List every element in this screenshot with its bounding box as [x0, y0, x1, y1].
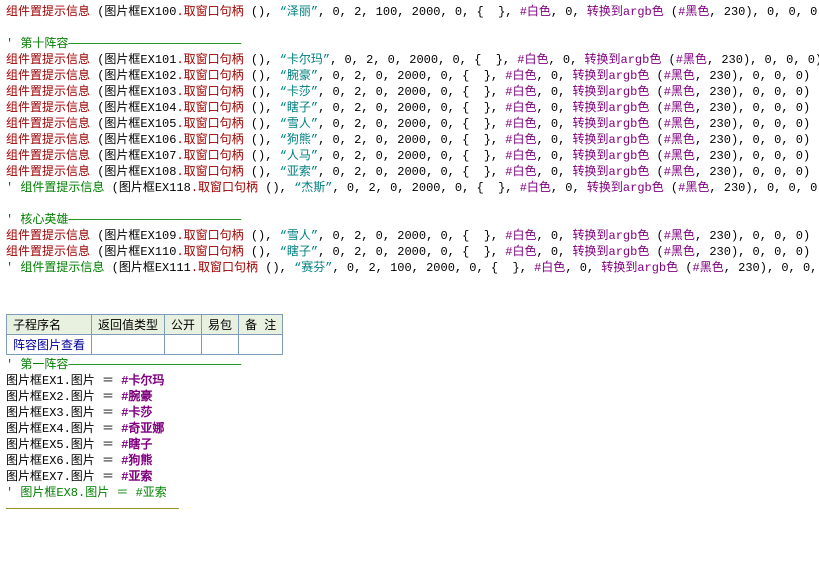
string-literal: “赛芬”: [294, 261, 332, 275]
code-line: 组件置提示信息 (图片框EX102.取窗口句柄 (), “腕豪”, 0, 2, …: [6, 68, 813, 84]
code-line: 组件置提示信息 (图片框EX103.取窗口句柄 (), “卡莎”, 0, 2, …: [6, 84, 813, 100]
string-literal: “瞎子”: [280, 245, 318, 259]
code-line: 组件置提示信息 (图片框EX108.取窗口句柄 (), “亚索”, 0, 2, …: [6, 164, 813, 180]
fn-name: 组件置提示信息: [6, 53, 90, 67]
fn-name: 组件置提示信息: [20, 181, 104, 195]
col-name: 子程序名: [7, 315, 92, 335]
sub-name: 阵容图片查看: [7, 335, 92, 355]
fn-name: 组件置提示信息: [6, 5, 90, 19]
code-line: 组件置提示信息 (图片框EX105.取窗口句柄 (), “雪人”, 0, 2, …: [6, 116, 813, 132]
section-heading: ' 第十阵容────────────────────────: [6, 36, 813, 52]
string-literal: “卡尔玛”: [280, 53, 330, 67]
col-remark: 备 注: [239, 315, 283, 335]
fn-name: 组件置提示信息: [6, 133, 90, 147]
assign-line: 图片框EX3.图片 ＝ #卡莎: [6, 405, 813, 421]
code-line: 组件置提示信息 (图片框EX101.取窗口句柄 (), “卡尔玛”, 0, 2,…: [6, 52, 813, 68]
code-line: 组件置提示信息 (图片框EX110.取窗口句柄 (), “瞎子”, 0, 2, …: [6, 244, 813, 260]
fn-name: 组件置提示信息: [6, 229, 90, 243]
section-heading: ' 核心英雄────────────────────────: [6, 212, 813, 228]
assign-line: 图片框EX5.图片 ＝ #瞎子: [6, 437, 813, 453]
code-line: 组件置提示信息 (图片框EX104.取窗口句柄 (), “瞎子”, 0, 2, …: [6, 100, 813, 116]
section-heading: ' 第一阵容────────────────────────: [6, 357, 813, 373]
string-literal: “狗熊”: [280, 133, 318, 147]
assign-line: 图片框EX1.图片 ＝ #卡尔玛: [6, 373, 813, 389]
string-literal: “人马”: [280, 149, 318, 163]
string-literal: “雪人”: [280, 229, 318, 243]
string-literal: “雪人”: [280, 117, 318, 131]
col-pkg: 易包: [202, 315, 239, 335]
code-line: 组件置提示信息 (图片框EX109.取窗口句柄 (), “雪人”, 0, 2, …: [6, 228, 813, 244]
code-line: 组件置提示信息 (图片框EX107.取窗口句柄 (), “人马”, 0, 2, …: [6, 148, 813, 164]
string-literal: “亚索”: [280, 165, 318, 179]
string-literal: “杰斯”: [294, 181, 332, 195]
code-line: ' 组件置提示信息 (图片框EX111.取窗口句柄 (), “赛芬”, 0, 2…: [6, 260, 813, 276]
fn-name: 组件置提示信息: [6, 117, 90, 131]
assign-line: 图片框EX2.图片 ＝ #腕豪: [6, 389, 813, 405]
string-literal: “卡莎”: [280, 85, 318, 99]
code-line: ' 组件置提示信息 (图片框EX118.取窗口句柄 (), “杰斯”, 0, 2…: [6, 180, 813, 196]
subroutine-table: 子程序名 返回值类型 公开 易包 备 注 阵容图片查看: [6, 314, 283, 355]
col-rettype: 返回值类型: [92, 315, 165, 335]
string-literal: “腕豪”: [280, 69, 318, 83]
separator: ────────────────────────: [6, 501, 813, 517]
assign-line: 图片框EX4.图片 ＝ #奇亚娜: [6, 421, 813, 437]
assign-line: 图片框EX6.图片 ＝ #狗熊: [6, 453, 813, 469]
fn-name: 组件置提示信息: [6, 69, 90, 83]
fn-name: 组件置提示信息: [6, 149, 90, 163]
fn-name: 组件置提示信息: [6, 245, 90, 259]
fn-name: 组件置提示信息: [6, 85, 90, 99]
col-public: 公开: [165, 315, 202, 335]
fn-name: 组件置提示信息: [6, 101, 90, 115]
fn-name: 组件置提示信息: [20, 261, 104, 275]
code-line: 组件置提示信息 (图片框EX106.取窗口句柄 (), “狗熊”, 0, 2, …: [6, 132, 813, 148]
string-literal: “泽丽”: [280, 5, 318, 19]
assign-line: 图片框EX7.图片 ＝ #亚索: [6, 469, 813, 485]
string-literal: “瞎子”: [280, 101, 318, 115]
fn-name: 组件置提示信息: [6, 165, 90, 179]
assign-line: ' 图片框EX8.图片 ＝ #亚索: [6, 485, 813, 501]
code-line: 组件置提示信息 (图片框EX100.取窗口句柄 (), “泽丽”, 0, 2, …: [6, 4, 813, 20]
